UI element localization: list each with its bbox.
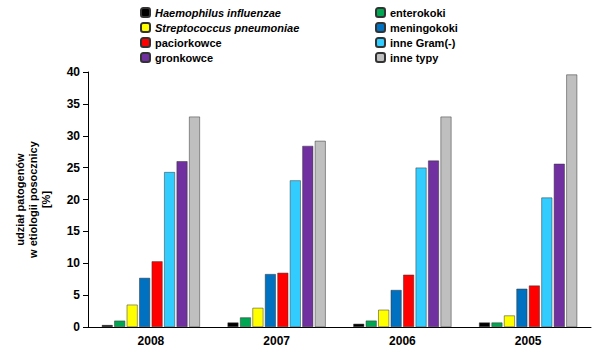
svg-text:Haemophilus influenzae: Haemophilus influenzae	[155, 7, 281, 19]
svg-text:2007: 2007	[263, 334, 290, 348]
svg-text:25: 25	[67, 161, 81, 175]
svg-text:paciorkowce: paciorkowce	[155, 37, 222, 49]
svg-text:gronkowce: gronkowce	[155, 52, 213, 64]
svg-text:2008: 2008	[138, 334, 165, 348]
svg-text:5: 5	[73, 288, 80, 302]
svg-text:20: 20	[67, 193, 81, 207]
svg-text:meningokoki: meningokoki	[390, 22, 458, 34]
svg-text:inne typy: inne typy	[390, 52, 439, 64]
svg-text:10: 10	[67, 256, 81, 270]
svg-text:0: 0	[73, 320, 80, 334]
svg-text:30: 30	[67, 129, 81, 143]
svg-text:enterokoki: enterokoki	[390, 7, 446, 19]
svg-text:2005: 2005	[515, 334, 542, 348]
svg-text:w etiologii posocznicy: w etiologii posocznicy	[27, 140, 39, 259]
svg-text:Streptococcus pneumoniae: Streptococcus pneumoniae	[155, 22, 299, 34]
svg-text:35: 35	[67, 97, 81, 111]
svg-text:[%]: [%]	[40, 191, 52, 208]
svg-text:udział patogenów: udział patogenów	[14, 153, 26, 246]
svg-text:inne Gram(-): inne Gram(-)	[390, 37, 456, 49]
svg-text:15: 15	[67, 224, 81, 238]
svg-text:40: 40	[67, 65, 81, 79]
svg-text:2006: 2006	[389, 334, 416, 348]
